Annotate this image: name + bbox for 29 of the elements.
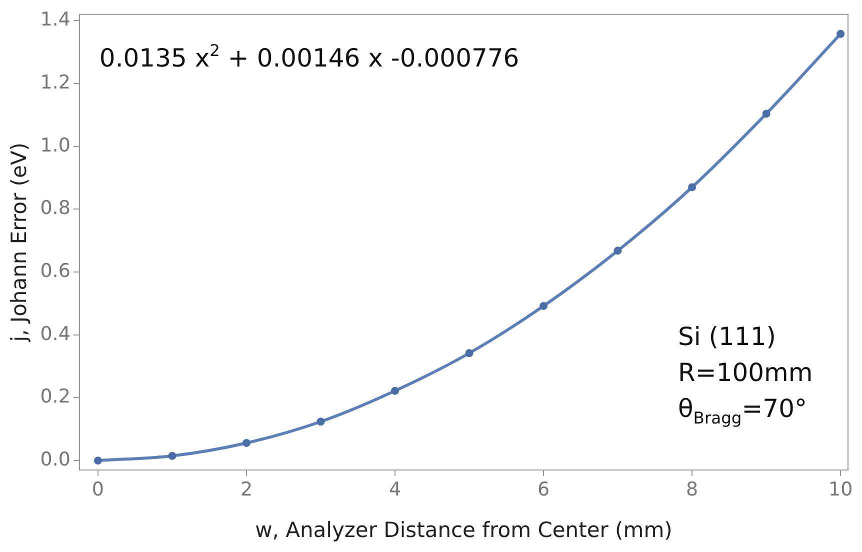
x-axis-title: w, Analyzer Distance from Center (mm) bbox=[255, 518, 672, 542]
annotation: R=100mm bbox=[678, 358, 813, 387]
point bbox=[168, 452, 176, 460]
y-tick-label: 1.2 bbox=[40, 71, 70, 94]
x-tick-label: 8 bbox=[686, 478, 698, 500]
x-tick-label: 10 bbox=[828, 478, 853, 500]
y-tick-label: 0.0 bbox=[40, 448, 70, 471]
point bbox=[614, 246, 622, 255]
x-tick-label: 6 bbox=[537, 478, 550, 500]
point bbox=[94, 456, 102, 465]
annotation: Si (111) bbox=[678, 322, 776, 351]
point bbox=[836, 30, 845, 38]
x-tick-label: 2 bbox=[240, 478, 253, 500]
y-tick-label: 0.4 bbox=[40, 322, 70, 345]
point bbox=[540, 302, 548, 310]
point bbox=[688, 183, 696, 192]
y-tick-label: 1.0 bbox=[40, 134, 70, 156]
y-tick-label: 0.6 bbox=[40, 260, 70, 282]
y-axis-title: j, Johann Error (eV) bbox=[7, 142, 32, 343]
y-tick-label: 0.2 bbox=[40, 386, 70, 408]
y-tick-label: 1.4 bbox=[40, 8, 70, 31]
y-tick-label: 0.8 bbox=[40, 197, 70, 220]
point bbox=[316, 418, 325, 426]
x-tick-label: 0 bbox=[92, 478, 104, 500]
point bbox=[391, 386, 400, 395]
point bbox=[242, 438, 250, 447]
point bbox=[762, 110, 770, 118]
x-tick-label: 4 bbox=[388, 478, 402, 500]
point bbox=[465, 349, 474, 358]
